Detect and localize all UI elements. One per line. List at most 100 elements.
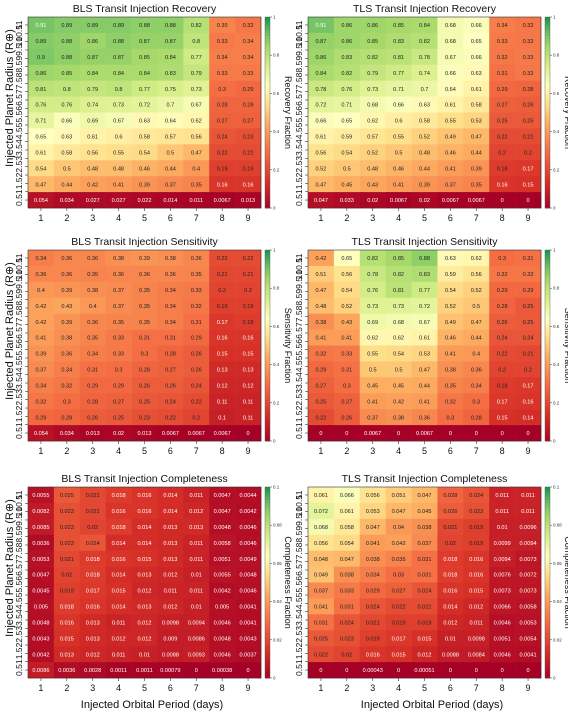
heatmap-cell <box>157 297 184 314</box>
heatmap-cell <box>209 550 236 567</box>
cell-value-label: 0.7 <box>166 103 174 109</box>
cell-value-label: 0.037 <box>418 541 432 547</box>
cell-value-label: 0.22 <box>523 135 534 141</box>
colorbar-segment <box>545 607 550 612</box>
cell-value-label: 0.86 <box>341 39 352 45</box>
heatmap-cell <box>463 409 490 426</box>
heatmap-cell <box>308 582 335 599</box>
cell-value-label: 0.014 <box>138 541 152 547</box>
heatmap-cell <box>235 393 262 410</box>
heatmap-cell <box>79 582 106 599</box>
cell-value-label: 0.89 <box>61 23 72 29</box>
heatmap-cell <box>411 281 438 299</box>
cell-value-label: 0.034 <box>366 573 380 579</box>
heatmap-cell <box>53 80 81 97</box>
cell-value-label: 0.23 <box>243 135 254 141</box>
heatmap-cell <box>515 297 542 314</box>
heatmap-cell <box>235 160 262 177</box>
cell-value-label: 0.71 <box>35 119 46 125</box>
heatmap-cell <box>489 281 516 299</box>
cell-value-label: 0.32 <box>191 304 202 310</box>
cell-value-label: 0.88 <box>419 256 430 262</box>
y-tick-label: 1 <box>294 422 304 427</box>
heatmap-cell <box>359 614 386 631</box>
y-tick-label: 5 <box>294 122 304 127</box>
cell-value-label: 0.026 <box>443 509 457 515</box>
cell-value-label: 0.24 <box>165 399 176 405</box>
colorbar-segment <box>265 45 270 50</box>
y-tick-label: 6 <box>14 576 24 581</box>
heatmap-cell <box>515 487 542 504</box>
cell-value-label: 0.035 <box>392 557 406 563</box>
y-tick-label: 4.5 <box>14 597 24 609</box>
heatmap-cell <box>489 265 516 283</box>
cell-value-label: 0.42 <box>315 256 326 262</box>
cell-value-label: 0.03 <box>393 573 404 579</box>
heatmap-cell <box>28 630 55 647</box>
cell-value-label: 0.061 <box>314 493 328 499</box>
colorbar-label: Completeness Fraction <box>563 536 568 629</box>
x-tick-label: 8 <box>500 683 505 693</box>
cell-value-label: 0.025 <box>60 493 74 499</box>
cell-value-label: 0.0067 <box>188 431 205 437</box>
cell-value-label: 0.88 <box>61 55 72 61</box>
heatmap-cell <box>359 176 386 193</box>
colorbar-segment <box>265 275 270 280</box>
heatmap-cell <box>235 345 262 362</box>
colorbar-segment <box>545 32 550 37</box>
x-tick-label: 2 <box>344 446 349 456</box>
heatmap-cell <box>235 518 262 536</box>
cell-value-label: 0.89 <box>87 23 98 29</box>
colorbar-segment <box>265 345 270 350</box>
heatmap-cell <box>359 409 386 426</box>
cell-value-label: 0.019 <box>366 636 380 642</box>
heatmap-cell <box>411 128 438 145</box>
cell-value-label: 0.019 <box>60 589 74 595</box>
y-tick-label: 7.5 <box>294 77 304 89</box>
colorbar-segment <box>545 307 550 311</box>
x-tick-label: 4 <box>116 446 121 456</box>
cell-value-label: 0.36 <box>87 320 98 326</box>
heatmap-cell <box>28 518 55 536</box>
heatmap-cell <box>333 313 361 330</box>
colorbar-segment <box>265 198 270 203</box>
cell-value-label: 0.47 <box>471 135 482 141</box>
y-tick-label: 5 <box>14 592 24 597</box>
heatmap-cell <box>183 17 210 34</box>
cell-value-label: 0.76 <box>35 103 46 109</box>
cell-value-label: 0.26 <box>523 103 534 109</box>
colorbar-frame <box>544 486 551 679</box>
heatmap-cell <box>515 64 542 81</box>
colorbar-segment <box>265 534 270 539</box>
heatmap-cell <box>308 297 335 314</box>
heatmap-cell <box>235 662 262 679</box>
cell-value-label: 0.0067 <box>162 431 179 437</box>
cell-value-label: 0.028 <box>443 493 457 499</box>
cell-value-label: 0.76 <box>61 103 72 109</box>
heatmap-cell <box>28 80 55 97</box>
cell-value-label: 0.29 <box>497 87 508 93</box>
cell-value-label: 0.35 <box>191 182 202 188</box>
colorbar-segment <box>545 137 550 142</box>
y-tick-label: 10 <box>14 37 24 47</box>
y-tick-label: 2 <box>14 172 24 177</box>
heatmap-cell <box>79 96 106 113</box>
heatmap-cell <box>131 176 158 193</box>
colorbar-tick-label: 0.08 <box>553 523 562 528</box>
heatmap-cell <box>183 297 210 314</box>
cell-value-label: 0 <box>397 668 400 674</box>
heatmap-cell <box>515 265 542 283</box>
colorbar-label: Completeness Fraction <box>283 536 293 629</box>
cell-value-label: 0.01 <box>191 573 202 579</box>
heatmap-cell <box>463 313 490 330</box>
heatmap-cell <box>183 377 210 394</box>
cell-value-label: 0.86 <box>315 55 326 61</box>
heatmap-cell <box>157 502 184 520</box>
colorbar-label: Sensitivity Fraction <box>283 308 293 384</box>
cell-value-label: 0.16 <box>243 182 254 188</box>
cell-value-label: 0.3 <box>472 399 480 405</box>
cell-value-label: 0.83 <box>419 272 430 278</box>
cell-value-label: 0.79 <box>191 71 202 77</box>
heatmap-cell <box>183 48 210 66</box>
heatmap-cell <box>157 345 184 362</box>
